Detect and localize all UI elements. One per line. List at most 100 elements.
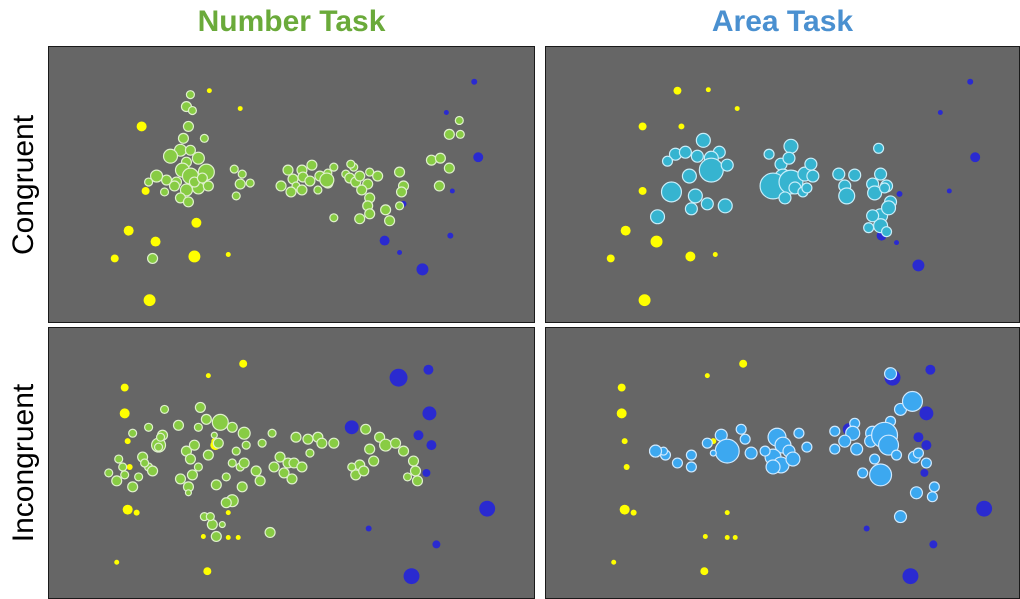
green-dot [302, 433, 314, 445]
yellow-dot [133, 509, 140, 516]
yellow-dot [203, 567, 212, 576]
green-dot [245, 178, 255, 188]
sky-dot [893, 510, 908, 524]
green-dot [120, 470, 130, 480]
green-dot [210, 530, 222, 543]
green-dot [226, 421, 238, 433]
sky-dot [901, 390, 924, 412]
sky-dot [793, 427, 805, 439]
green-dot [434, 152, 446, 164]
blue-dot [894, 240, 900, 246]
cyan-dot [804, 157, 818, 171]
sky-dot [785, 451, 801, 467]
green-dot [296, 461, 308, 473]
blue-dot [967, 78, 974, 85]
blue-dot [919, 406, 934, 421]
yellow-dot [712, 252, 718, 257]
cyan-dot [763, 148, 775, 160]
green-dot [128, 428, 138, 438]
yellow-dot [673, 86, 682, 95]
green-dot [118, 462, 128, 472]
green-dot [354, 213, 366, 225]
cyan-dot [678, 145, 692, 159]
green-dot [395, 186, 408, 198]
green-dot [316, 437, 328, 449]
green-dot [356, 184, 368, 196]
yellow-dot [110, 254, 119, 263]
cyan-dot [695, 132, 711, 148]
yellow-dot [123, 225, 134, 236]
sky-dot [801, 441, 813, 453]
green-dot [354, 170, 366, 182]
yellow-dot [237, 106, 243, 112]
green-dot [127, 481, 139, 493]
cyan-dot [806, 169, 820, 183]
yellow-dot [700, 567, 709, 576]
sky-dot [883, 367, 898, 381]
green-dot [364, 443, 376, 455]
sky-dot [759, 445, 771, 457]
green-dot [443, 162, 455, 174]
green-dot [159, 404, 170, 414]
green-dot [286, 473, 298, 485]
green-dot [182, 196, 195, 208]
sky-dot [648, 444, 663, 458]
green-dot [227, 458, 237, 468]
blue-dot [970, 152, 981, 163]
blue-dot [946, 188, 952, 194]
green-dot [296, 184, 308, 196]
green-dot [425, 154, 437, 166]
yellow-dot [638, 122, 647, 131]
yellow-dot [150, 236, 161, 247]
sky-dot [685, 449, 697, 461]
green-dot [268, 461, 280, 473]
blue-dot [447, 232, 454, 239]
blue-dot [423, 364, 434, 375]
blue-dot [473, 152, 484, 163]
blue-dot [389, 368, 408, 387]
yellow-dot [619, 504, 630, 515]
yellow-dot [734, 106, 740, 112]
cyan-dot [649, 209, 666, 225]
blue-dot [920, 468, 929, 477]
blue-dot [449, 188, 455, 194]
yellow-dot [225, 252, 231, 257]
blue-dot [416, 263, 429, 276]
yellow-dot [724, 510, 730, 516]
yellow-dot [225, 510, 231, 516]
sky-dot [857, 467, 869, 479]
sky-dot [701, 437, 713, 449]
green-dot [237, 169, 247, 179]
green-dot [411, 475, 424, 487]
green-dot [254, 475, 266, 487]
yellow-dot [126, 463, 133, 470]
yellow-dot [200, 533, 206, 539]
green-dot [155, 432, 166, 442]
green-dot [202, 449, 214, 461]
blue-dot [422, 406, 437, 421]
blue-dot [432, 540, 441, 549]
sky-dot [739, 433, 751, 445]
sky-dot [829, 425, 841, 437]
yellow-dot [705, 87, 711, 93]
number-task-title: Number Task [197, 5, 386, 38]
green-dot [278, 467, 290, 479]
green-dot [328, 437, 340, 449]
green-dot [346, 159, 356, 169]
green-dot [221, 472, 231, 482]
number-congruent-dot-array [110, 78, 484, 307]
green-dot [264, 526, 276, 539]
green-dot [104, 468, 114, 478]
green-dot [146, 252, 159, 265]
cyan-dot [700, 197, 714, 211]
cyan-dot [880, 226, 893, 238]
sky-dot [928, 481, 940, 493]
green-dot [140, 458, 150, 468]
green-dot [372, 170, 384, 182]
incongruent-row-label: Incongruent [7, 383, 41, 543]
green-dot [200, 413, 212, 425]
sky-dot [909, 486, 924, 500]
green-dot [146, 465, 159, 477]
green-dot [184, 453, 196, 465]
green-dot [187, 105, 197, 116]
